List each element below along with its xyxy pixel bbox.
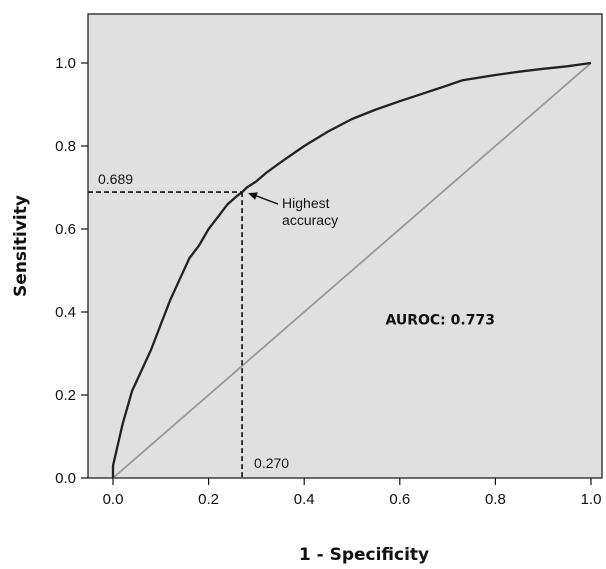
x-tick-label: 0.2 — [198, 491, 219, 508]
annotation-arrow-line — [253, 194, 279, 205]
axes: 0.0 0.2 0.4 0.6 0.8 1.0 0.0 0.2 0.4 0.6 0.8 1.0 — [55, 55, 601, 508]
specificity-value-label: 0.270 — [254, 455, 289, 471]
plot-area — [87, 13, 603, 479]
x-tick-label: 0.0 — [103, 491, 124, 508]
y-tick-label: 1.0 — [55, 55, 76, 72]
y-tick-label: 0.4 — [55, 304, 76, 321]
sensitivity-value-label: 0.689 — [98, 171, 133, 187]
diagonal-reference-line — [112, 62, 592, 479]
y-tick-label: 0.8 — [55, 138, 76, 155]
auroc-label: AUROC: 0.773 — [385, 312, 494, 328]
highest-accuracy-label-line1: Highest — [282, 195, 330, 211]
highest-accuracy-label-line2: accuracy — [282, 212, 338, 228]
x-tick-label: 0.4 — [294, 491, 315, 508]
y-axis-title: Sensitivity — [11, 195, 31, 297]
y-tick-label: 0.2 — [55, 387, 76, 404]
y-tick-label: 0.6 — [55, 221, 76, 238]
x-axis-title: 1 - Specificity — [299, 545, 429, 565]
x-tick-label: 0.6 — [389, 491, 410, 508]
y-tick-label: 0.0 — [55, 470, 76, 487]
roc-curve — [111, 61, 592, 478]
x-tick-label: 1.0 — [581, 491, 602, 508]
x-tick-label: 0.8 — [485, 491, 506, 508]
annotation-arrow-head — [248, 192, 258, 200]
